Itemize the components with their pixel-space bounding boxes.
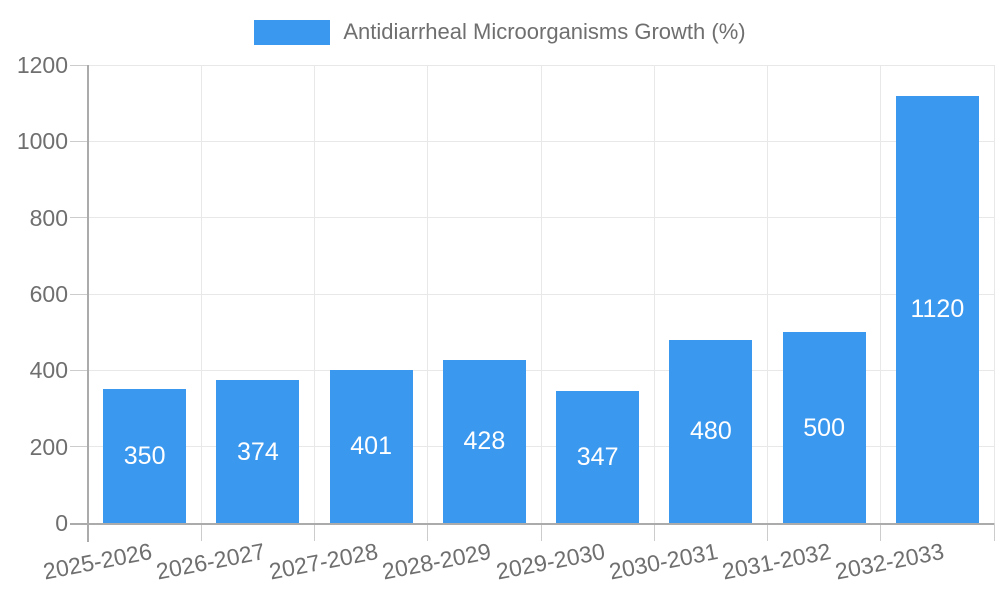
x-tick bbox=[314, 523, 315, 541]
x-tick-label: 2030-2031 bbox=[606, 538, 720, 585]
bar bbox=[556, 390, 640, 523]
y-tick-label: 1000 bbox=[16, 128, 68, 155]
x-tick bbox=[767, 523, 768, 541]
bar-value-label: 480 bbox=[690, 417, 732, 446]
y-tick bbox=[70, 446, 88, 448]
gridline-vertical bbox=[653, 65, 655, 523]
x-axis-line bbox=[70, 523, 994, 525]
gridline-vertical bbox=[540, 65, 542, 523]
bar bbox=[782, 332, 866, 523]
y-tick bbox=[70, 64, 88, 66]
y-tick bbox=[70, 293, 88, 295]
y-tick bbox=[70, 217, 88, 219]
x-tick-label: 2029-2030 bbox=[493, 538, 607, 585]
x-tick bbox=[880, 523, 882, 541]
legend-swatch-icon bbox=[254, 19, 331, 45]
bar-value-label: 500 bbox=[803, 413, 845, 442]
y-tick bbox=[70, 369, 88, 371]
y-tick-label: 0 bbox=[55, 510, 68, 536]
y-tick-label: 400 bbox=[29, 357, 68, 384]
x-tick-label: 2027-2028 bbox=[267, 538, 381, 585]
bar-value-label: 1120 bbox=[910, 295, 965, 324]
bar bbox=[103, 389, 187, 523]
bar-value-label: 347 bbox=[576, 442, 619, 471]
gridline-vertical bbox=[314, 65, 315, 523]
x-tick-label: 2026-2027 bbox=[153, 538, 267, 585]
bar bbox=[329, 369, 413, 523]
x-tick bbox=[653, 523, 655, 541]
gridline-vertical bbox=[767, 65, 768, 523]
bar-value-label: 350 bbox=[123, 442, 166, 471]
gridline-vertical bbox=[200, 65, 202, 523]
bar bbox=[669, 339, 753, 523]
bar bbox=[216, 380, 300, 523]
gridline-vertical bbox=[993, 65, 995, 523]
legend-item[interactable]: Antidiarrheal Microorganisms Growth (%) bbox=[0, 14, 1000, 50]
x-tick bbox=[993, 523, 995, 541]
bar bbox=[895, 95, 979, 523]
bar bbox=[442, 359, 526, 523]
x-tick bbox=[540, 523, 542, 541]
y-tick-label: 1200 bbox=[16, 52, 68, 78]
plot-area: 350 374 401 428 347 480 500 1120 bbox=[88, 64, 995, 523]
y-tick-label: 800 bbox=[29, 204, 68, 231]
x-tick-label: 2025-2026 bbox=[40, 538, 154, 585]
legend-label: Antidiarrheal Microorganisms Growth (%) bbox=[343, 19, 746, 44]
y-tick-label: 200 bbox=[29, 433, 68, 460]
x-tick-label: 2031-2032 bbox=[720, 538, 834, 585]
bar-value-label: 428 bbox=[463, 427, 506, 456]
gridline-vertical bbox=[427, 65, 429, 523]
y-tick bbox=[70, 140, 88, 142]
x-tick bbox=[427, 523, 429, 541]
gridline-vertical bbox=[880, 65, 882, 523]
y-tick-label: 600 bbox=[29, 281, 68, 307]
x-tick bbox=[200, 523, 202, 541]
bar-value-label: 374 bbox=[237, 437, 279, 466]
x-tick-label: 2028-2029 bbox=[380, 538, 494, 585]
bar-value-label: 401 bbox=[350, 432, 392, 461]
x-tick-label: 2032-2033 bbox=[833, 538, 947, 585]
y-axis-line bbox=[87, 65, 89, 542]
